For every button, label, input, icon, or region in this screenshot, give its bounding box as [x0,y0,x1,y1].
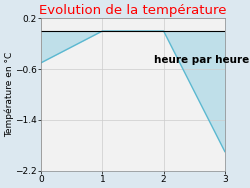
Text: heure par heure: heure par heure [154,55,250,65]
Title: Evolution de la température: Evolution de la température [39,4,227,17]
Y-axis label: Température en °C: Température en °C [4,52,14,137]
